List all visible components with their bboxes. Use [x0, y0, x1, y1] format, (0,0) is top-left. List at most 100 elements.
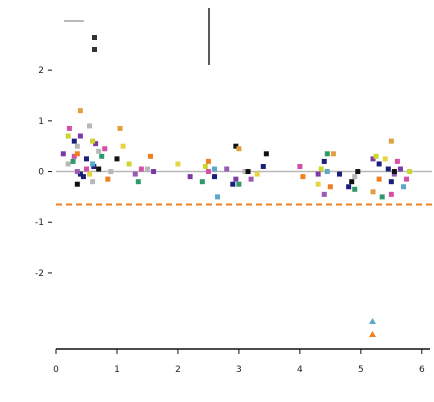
data-point-s3-p0	[60, 151, 66, 157]
data-point-s3-p6	[315, 171, 321, 177]
data-point-s5-p0	[65, 133, 71, 139]
data-point-s7-p0	[74, 151, 80, 157]
data-point-s3-p4	[187, 174, 193, 180]
data-point-s3-p3	[151, 169, 157, 175]
data-point-s1-p7	[242, 169, 248, 175]
data-point-s2-p8	[404, 176, 410, 182]
data-point-s6-p3	[254, 171, 260, 177]
data-point-s9-p0	[74, 169, 80, 175]
data-point-s4-p3	[199, 179, 205, 185]
data-point-s5-p5	[373, 153, 379, 159]
data-point-s0-p1	[80, 174, 86, 180]
data-point-s9-p2	[224, 166, 230, 172]
data-point-s10-p5	[263, 151, 269, 157]
data-point-s2-p9	[388, 191, 394, 197]
x-tick-label-4: 4	[297, 365, 303, 375]
data-point-s5-p1	[90, 138, 96, 144]
data-point-s7-p4	[300, 174, 306, 180]
x-tick-label-1: 1	[114, 365, 120, 375]
data-point-s6-p0	[87, 171, 93, 177]
data-point-s0-p3	[91, 163, 97, 169]
x-tick-label-0: 0	[53, 365, 59, 375]
data-point-s9-p4	[321, 191, 327, 197]
data-point-s0-p2	[83, 156, 89, 162]
data-point-s4-p1	[99, 153, 105, 159]
data-point-s0-p11	[376, 161, 382, 167]
data-point-s4-p0	[70, 158, 76, 164]
legend-bottom-right	[369, 318, 376, 337]
data-point-s11-p4	[370, 189, 376, 195]
data-point-s7-p6	[376, 176, 382, 182]
data-point-s0-p12	[388, 179, 394, 185]
data-point-s2-p5	[205, 169, 211, 175]
data-point-s2-p0	[66, 125, 72, 131]
data-point-s5-p2	[126, 161, 132, 167]
data-point-s4-p2	[135, 179, 141, 185]
data-point-s11-p0	[77, 108, 83, 114]
data-point-s1-p2	[87, 123, 93, 129]
data-point-s1-p1	[74, 143, 80, 149]
data-point-s11-p2	[236, 146, 242, 152]
data-point-s8-p4	[401, 184, 407, 190]
data-point-s8-p2	[215, 194, 221, 200]
x-tick-label-3: 3	[236, 365, 242, 375]
data-point-s8-p1	[212, 166, 218, 172]
data-point-s7-p5	[327, 184, 333, 190]
data-point-s9-p5	[391, 171, 397, 177]
data-point-s4-p7	[379, 194, 385, 200]
data-point-s10-p3	[233, 143, 239, 149]
data-point-s0-p0	[71, 138, 77, 144]
data-point-s5-p6	[407, 169, 413, 175]
x-tick-label-5: 5	[358, 365, 364, 375]
data-point-s6-p5	[382, 156, 388, 162]
data-point-s10-p7	[355, 169, 361, 175]
data-point-s2-p3	[102, 146, 108, 152]
data-point-s10-p8	[391, 169, 397, 175]
data-point-s2-p2	[83, 166, 89, 172]
data-point-s1-p5	[90, 179, 96, 185]
legend-top-box-marker-1	[92, 35, 97, 40]
data-point-s7-p1	[105, 176, 111, 182]
data-point-s7-p2	[148, 153, 153, 159]
plot-area	[56, 108, 432, 206]
data-point-s6-p2	[175, 161, 181, 167]
x-tick-label-6: 6	[419, 365, 425, 375]
data-point-s3-p1	[77, 133, 83, 139]
data-point-s2-p4	[138, 166, 144, 172]
data-point-s11-p1	[117, 125, 123, 131]
data-point-s3-p5	[233, 176, 239, 182]
data-point-s2-p6	[297, 163, 303, 169]
data-point-s2-p7	[394, 158, 400, 164]
data-point-s1-p6	[144, 166, 150, 172]
legend-top-left	[64, 8, 210, 65]
data-point-s4-p6	[352, 186, 358, 192]
y-tick-label-2: 0	[38, 168, 44, 178]
y-tick-label-0: -2	[35, 269, 44, 279]
data-point-s6-p4	[315, 181, 321, 187]
data-point-s8-p0	[90, 161, 96, 167]
data-point-s0-p8	[321, 158, 327, 164]
data-point-s8-p3	[324, 169, 330, 175]
data-point-s3-p7	[370, 156, 376, 162]
data-point-s1-p3	[96, 148, 102, 154]
data-point-s0-p4	[77, 171, 83, 177]
data-point-s7-p3	[205, 158, 211, 164]
data-point-s0-p7	[260, 163, 266, 169]
data-point-s10-p2	[114, 156, 120, 162]
y-tick-label-3: 1	[38, 117, 44, 127]
data-point-s0-p13	[385, 166, 391, 172]
data-point-s2-p1	[71, 153, 77, 159]
legend-bottom-triangle-marker-2	[369, 331, 376, 337]
data-point-s3-p2	[93, 141, 99, 147]
data-point-s10-p0	[74, 181, 80, 187]
legend-bottom-triangle-marker-1	[369, 318, 376, 324]
data-point-s10-p6	[349, 179, 355, 185]
legend-top-box-marker-2	[92, 47, 97, 52]
data-point-s9-p3	[248, 176, 254, 182]
data-point-s9-p1	[132, 171, 138, 177]
data-point-s11-p3	[330, 151, 336, 157]
x-tick-label-2: 2	[175, 365, 181, 375]
axes: 0 1 2 3 4 5 6 -2 -1 0 1 2	[35, 66, 430, 375]
y-tick-label-4: 2	[38, 66, 44, 76]
